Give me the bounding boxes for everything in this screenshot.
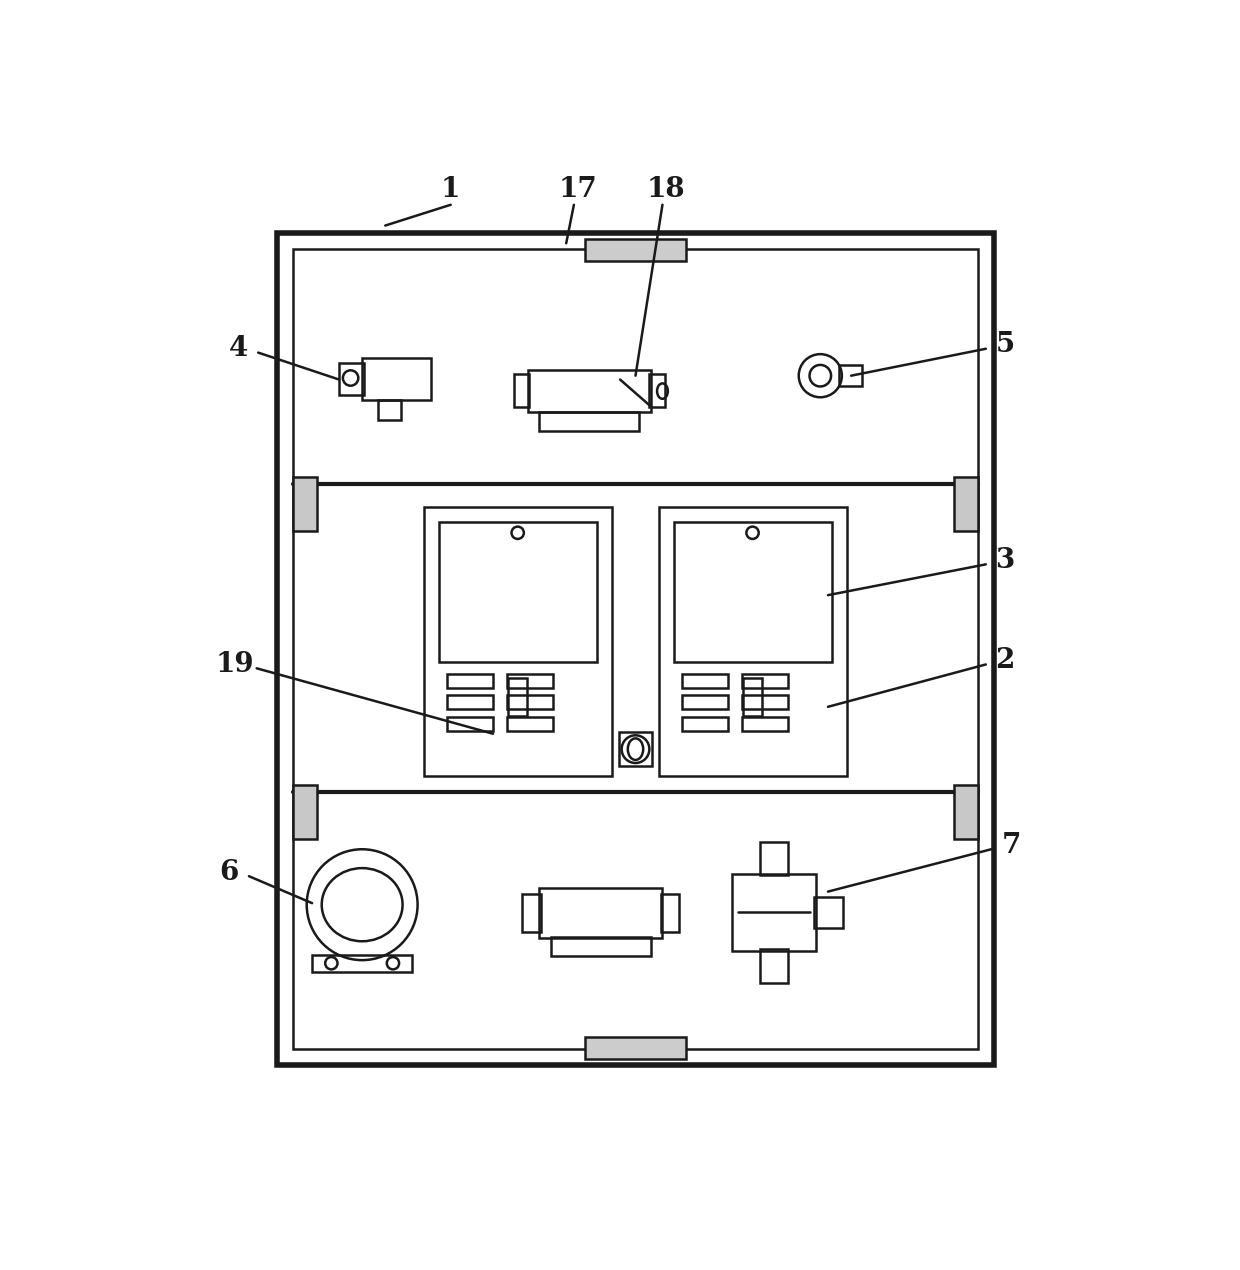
Bar — [293, 249, 978, 1049]
Text: 5: 5 — [996, 331, 1014, 358]
Bar — [539, 411, 640, 431]
Bar — [293, 785, 317, 839]
Bar — [743, 677, 761, 716]
Bar — [446, 673, 494, 687]
Text: 1: 1 — [441, 175, 460, 203]
Bar — [513, 375, 529, 406]
Bar — [661, 894, 680, 932]
Bar — [585, 1038, 686, 1059]
Bar — [528, 370, 651, 411]
Text: 19: 19 — [216, 652, 254, 678]
Bar — [838, 364, 862, 386]
Text: 4: 4 — [229, 335, 248, 362]
Text: 3: 3 — [996, 547, 1014, 574]
Bar — [650, 375, 665, 406]
Bar — [954, 478, 978, 531]
Bar — [742, 695, 787, 709]
Bar — [522, 894, 541, 932]
Bar — [508, 677, 527, 716]
Bar — [760, 950, 787, 983]
Bar — [742, 716, 787, 730]
Bar — [377, 400, 401, 419]
Bar — [732, 874, 816, 951]
Bar — [619, 733, 652, 766]
Bar — [439, 522, 596, 662]
Bar — [446, 695, 494, 709]
Bar — [507, 695, 553, 709]
Bar — [539, 888, 662, 937]
Bar — [339, 363, 363, 395]
Bar — [585, 240, 686, 260]
Bar — [682, 695, 728, 709]
Text: 2: 2 — [996, 648, 1014, 674]
Bar — [954, 785, 978, 839]
Bar — [742, 673, 787, 687]
Bar — [312, 955, 412, 972]
Text: 6: 6 — [219, 859, 238, 886]
Bar — [658, 507, 847, 776]
Bar — [278, 234, 993, 1064]
Bar — [682, 716, 728, 730]
Text: 7: 7 — [1002, 832, 1021, 859]
Bar — [815, 897, 843, 928]
Text: 17: 17 — [558, 175, 598, 203]
Bar — [675, 522, 832, 662]
Bar — [293, 478, 317, 531]
Bar — [682, 673, 728, 687]
Text: 18: 18 — [647, 175, 686, 203]
Bar — [446, 716, 494, 730]
Bar — [551, 937, 651, 956]
Bar — [760, 842, 787, 875]
Bar — [362, 358, 432, 400]
Bar — [507, 716, 553, 730]
Bar — [507, 673, 553, 687]
Bar — [424, 507, 613, 776]
